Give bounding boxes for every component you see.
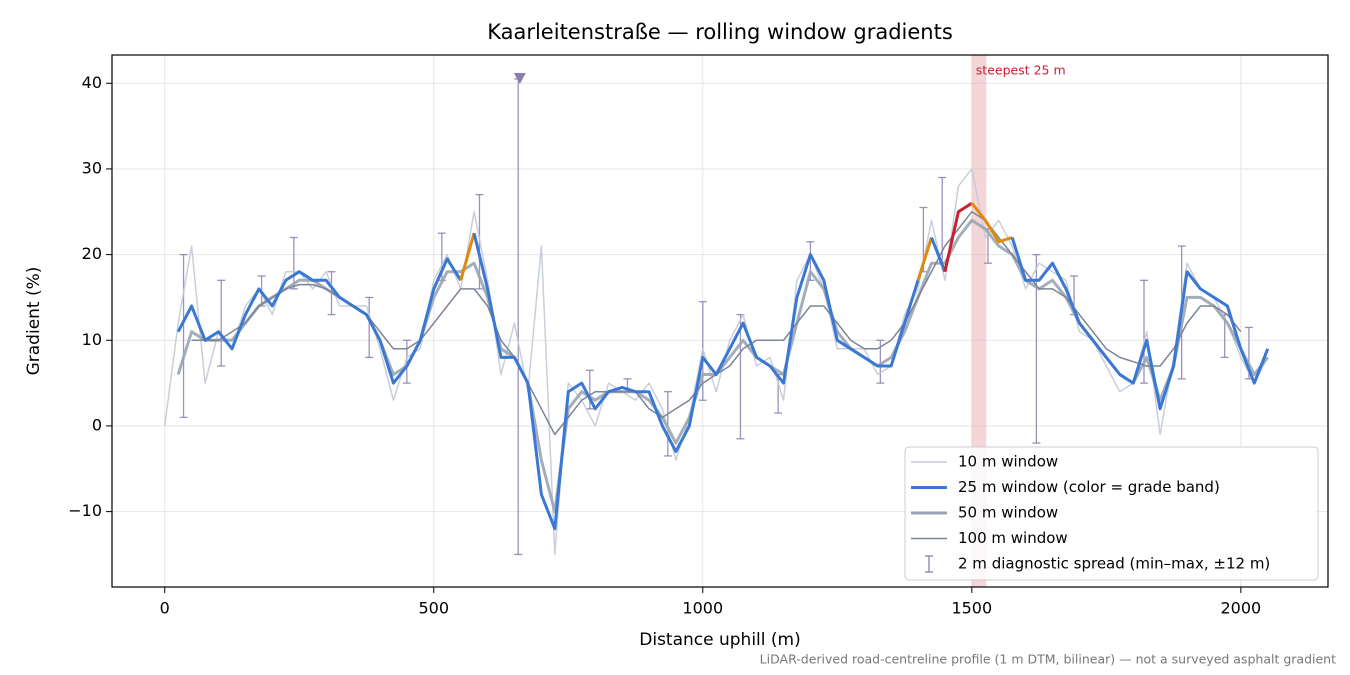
y-axis-label: Gradient (%) (24, 267, 44, 376)
y-tick-label: 20 (82, 244, 102, 263)
error-bar (289, 236, 298, 290)
legend-label: 10 m window (958, 453, 1058, 471)
series-line (1010, 237, 1270, 411)
series-line (191, 211, 1242, 436)
series-line (459, 232, 476, 281)
legend-label: 25 m window (color = grade band) (958, 478, 1220, 496)
x-tick-label: 0 (160, 599, 170, 618)
series-line (916, 237, 933, 281)
footnote: LiDAR-derived road-centreline profile (1… (760, 652, 1336, 667)
error-bar (585, 369, 594, 410)
series-line (970, 202, 1013, 244)
legend-label: 100 m window (958, 529, 1068, 547)
y-tick-label: 10 (82, 330, 102, 349)
plot-area: 0 500 1000 1500 2000 −10 0 10 20 30 40 steepest 25 … (68, 54, 1329, 618)
error-bar (402, 339, 411, 384)
series-line (472, 232, 920, 531)
highlight-label: steepest 25 m (976, 63, 1066, 78)
error-bar (179, 253, 188, 419)
legend-box (904, 446, 1319, 581)
y-tick-label: 40 (82, 73, 102, 92)
y-tick-label: 0 (92, 415, 102, 434)
y-tick-label: −10 (68, 501, 102, 520)
x-axis-label: Distance uphill (m) (639, 630, 800, 650)
series-line (176, 257, 462, 385)
legend-label: 50 m window (958, 504, 1058, 522)
x-tick-label: 2000 (1220, 599, 1261, 618)
error-bar (365, 296, 374, 359)
x-tick-label: 500 (418, 599, 449, 618)
x-tick-label: 1500 (951, 599, 992, 618)
error-bar (1139, 279, 1148, 384)
legend-swatch (925, 555, 933, 573)
error-bar (663, 391, 672, 457)
error-bar (217, 279, 226, 367)
plot-frame (111, 54, 1329, 588)
legend-label: 2 m diagnostic spread (min–max, ±12 m) (958, 555, 1270, 573)
series-line (930, 236, 947, 273)
y-tick-label: 30 (82, 158, 102, 177)
error-bar (514, 78, 523, 556)
marker (513, 72, 526, 84)
series-line (163, 168, 1269, 556)
x-tick-label: 1000 (682, 599, 723, 618)
chart-title: Kaarleitenstraße — rolling window gradie… (487, 20, 953, 44)
series-line (943, 201, 973, 273)
